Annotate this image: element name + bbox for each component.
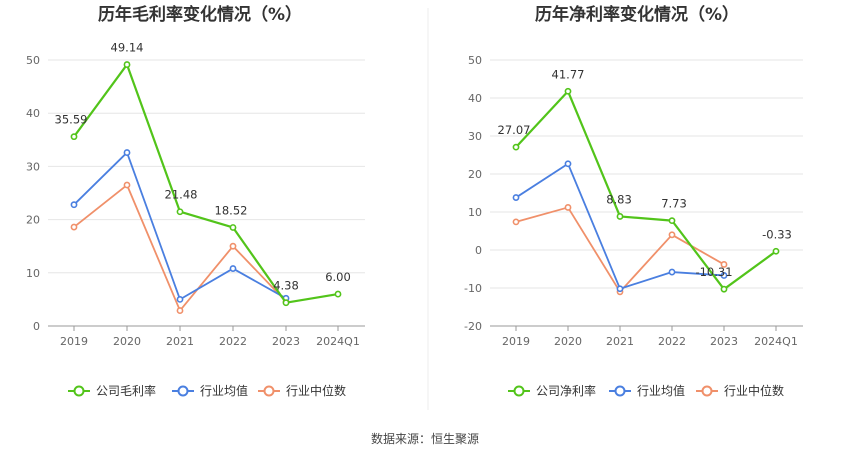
x-tick-label: 2019 (502, 335, 530, 348)
data-point (229, 265, 237, 272)
legend-item-2[interactable]: 行业均值 (609, 383, 685, 398)
legend-label: 公司净利率 (536, 383, 596, 398)
data-point (512, 194, 520, 201)
chart-title: 历年毛利率变化情况（%） (98, 4, 302, 25)
source-note: 数据来源：恒生聚源 (371, 431, 479, 446)
data-label: 21.48 (165, 188, 198, 202)
legend-swatch-marker (73, 385, 85, 397)
data-point (668, 231, 676, 239)
x-tick-label: 2020 (113, 335, 141, 348)
data-point (720, 261, 728, 268)
data-label: 8.83 (606, 192, 632, 206)
legend-item-3[interactable]: 行业中位数 (696, 383, 784, 398)
data-point (772, 247, 780, 255)
data-point (616, 213, 624, 220)
data-point (282, 299, 290, 307)
x-tick-label: 2020 (554, 335, 582, 348)
data-point (616, 285, 624, 293)
legend-label: 公司毛利率 (96, 383, 156, 398)
data-point (123, 149, 131, 156)
legend-swatch-marker (513, 385, 525, 397)
y-tick-label: 50 (468, 54, 482, 67)
chart-title: 历年净利率变化情况（%） (535, 4, 739, 25)
data-label: 27.07 (498, 123, 531, 137)
data-point (70, 223, 78, 231)
y-tick-label: 20 (26, 214, 40, 227)
y-tick-label: 40 (26, 107, 40, 120)
data-label: -10.31 (695, 265, 732, 279)
data-point (720, 272, 728, 279)
y-tick-label: -10 (464, 282, 482, 295)
y-tick-label: 30 (26, 160, 40, 173)
y-tick-label: 40 (468, 92, 482, 105)
data-label: 41.77 (552, 67, 585, 81)
data-point (564, 160, 572, 168)
data-label: 18.52 (215, 203, 248, 217)
chart-panel-2: 历年净利率变化情况（%） -20 -10 0 10 20 30 40 50 2019 2020 202… (464, 4, 803, 398)
legend-label: 行业均值 (637, 383, 685, 398)
data-label: -0.33 (762, 227, 792, 241)
legend-swatch-marker (614, 385, 626, 397)
data-point (512, 218, 520, 226)
x-tick-label: 2024Q1 (316, 335, 360, 348)
x-tick-label: 2021 (606, 335, 634, 348)
legend-item-1[interactable]: 公司净利率 (508, 383, 596, 398)
data-point (512, 143, 520, 151)
data-point (176, 307, 184, 314)
y-tick-label: 0 (475, 244, 482, 257)
chart-panel-1: 历年毛利率变化情况（%） 0 10 20 30 40 50 2019 2020 2021 2022 2… (26, 4, 365, 398)
series-line-2 (73, 151, 287, 301)
y-tick-label: 0 (33, 320, 40, 333)
legend-label: 行业中位数 (286, 383, 346, 398)
x-tick-label: 2024Q1 (754, 335, 798, 348)
data-label: 6.00 (325, 270, 351, 284)
y-tick-label: -20 (464, 320, 482, 333)
data-point (70, 201, 78, 209)
legend-swatch-marker (263, 385, 275, 397)
data-point (720, 285, 728, 293)
data-point (176, 208, 184, 216)
data-label: 49.14 (111, 41, 144, 55)
y-tick-label: 30 (468, 130, 482, 143)
data-point (564, 204, 572, 211)
legend-label: 行业均值 (200, 383, 248, 398)
y-tick-label: 10 (468, 206, 482, 219)
series-line-3 (73, 184, 287, 312)
data-label: 7.73 (661, 197, 687, 211)
series-line-1 (515, 90, 777, 291)
data-point (668, 217, 676, 225)
data-point (229, 242, 237, 250)
x-tick-label: 2022 (219, 335, 247, 348)
y-tick-label: 50 (26, 54, 40, 67)
data-point (123, 61, 131, 68)
y-tick-label: 10 (26, 267, 40, 280)
y-tick-label: 20 (468, 168, 482, 181)
data-point (334, 290, 342, 298)
legend-item-1[interactable]: 公司毛利率 (68, 383, 156, 398)
x-tick-label: 2023 (272, 335, 300, 348)
x-tick-label: 2021 (166, 335, 194, 348)
legend-label: 行业中位数 (724, 383, 784, 398)
data-point (70, 133, 78, 141)
series-line-2 (515, 162, 725, 290)
legend-item-3[interactable]: 行业中位数 (258, 383, 346, 398)
data-label: 4.38 (273, 279, 299, 293)
x-tick-label: 2023 (710, 335, 738, 348)
legend-item-2[interactable]: 行业均值 (172, 383, 248, 398)
x-tick-label: 2022 (658, 335, 686, 348)
data-point (123, 181, 131, 189)
legend-swatch-marker (177, 385, 189, 397)
data-point (668, 268, 676, 276)
series-line-1 (73, 63, 339, 304)
data-point (229, 224, 237, 231)
data-point (176, 295, 184, 303)
x-tick-label: 2019 (60, 335, 88, 348)
data-point (564, 87, 572, 95)
data-label: 35.59 (55, 113, 88, 127)
legend-swatch-marker (701, 385, 713, 397)
